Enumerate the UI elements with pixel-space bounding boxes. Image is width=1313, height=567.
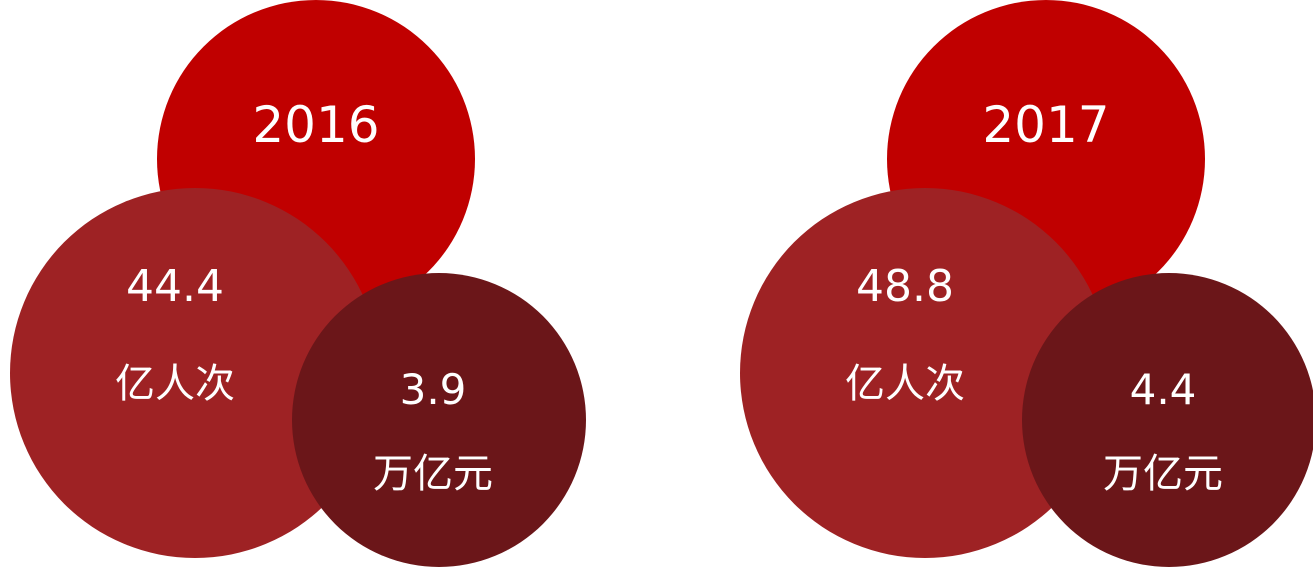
year-2016-group: 2016 44.4 亿人次 3.9 万亿元 <box>0 0 610 567</box>
tourist-visits-unit: 亿人次 <box>845 361 965 407</box>
tourist-visits-value: 48.8 <box>856 261 954 312</box>
tourism-revenue-unit: 万亿元 <box>1103 451 1223 497</box>
tourism-revenue-unit: 万亿元 <box>373 451 493 497</box>
tourism-revenue-value: 3.9 <box>399 365 467 414</box>
tourist-visits-unit: 亿人次 <box>115 361 235 407</box>
year-label: 2017 <box>982 96 1110 154</box>
tourist-visits-value: 44.4 <box>126 261 224 312</box>
tourism-revenue-circle: 3.9 万亿元 <box>292 273 586 567</box>
year-2017-group: 2017 48.8 亿人次 4.4 万亿元 <box>730 0 1313 567</box>
tourism-revenue-circle: 4.4 万亿元 <box>1022 273 1313 567</box>
tourism-revenue-value: 4.4 <box>1129 365 1197 414</box>
year-label: 2016 <box>252 96 380 154</box>
